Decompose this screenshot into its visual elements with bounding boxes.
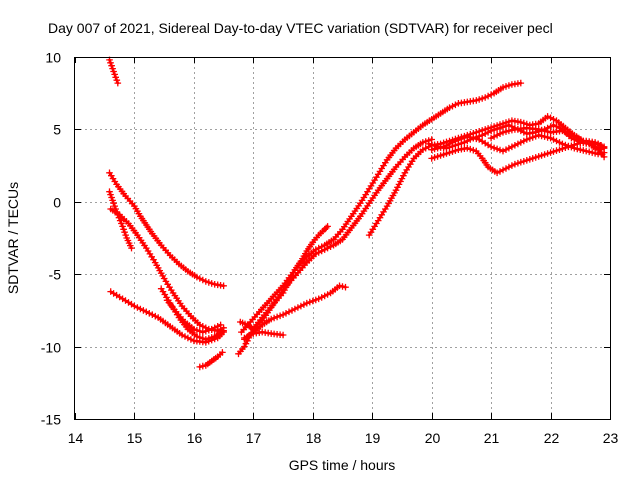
- data-markers: [157, 285, 227, 343]
- x-tick-label: 16: [187, 430, 203, 446]
- x-axis-title: GPS time / hours: [289, 457, 396, 473]
- series-arc-2: [106, 169, 227, 290]
- data-series: [106, 56, 608, 371]
- x-tick-label: 14: [68, 430, 84, 446]
- series-arc-7: [163, 297, 224, 336]
- axis-ticks: 14 15 16 17 18 19 20 21 22 23 -15 -10 -5 0 5 10: [41, 50, 619, 447]
- y-tick-label: -15: [41, 412, 61, 428]
- y-tick-label: 0: [53, 195, 61, 211]
- plot-frame: [74, 57, 611, 420]
- series-arc-6: [157, 285, 227, 343]
- series-arc-13: [241, 328, 287, 342]
- data-markers: [487, 124, 608, 152]
- series-arc-17: [428, 131, 608, 158]
- x-tick-label: 18: [306, 430, 322, 446]
- series-arc-5: [107, 288, 227, 346]
- x-tick-label: 15: [127, 430, 143, 446]
- y-tick-label: 5: [53, 122, 61, 138]
- data-markers: [241, 328, 287, 342]
- series-arc-4: [107, 205, 227, 334]
- y-axis-title: SDTVAR / TECUs: [5, 182, 21, 294]
- x-tick-label: 23: [603, 430, 619, 446]
- x-tick-label: 21: [484, 430, 500, 446]
- data-markers: [106, 169, 227, 290]
- y-tick-label: 10: [45, 50, 61, 66]
- data-markers: [196, 349, 226, 371]
- x-tick-label: 17: [246, 430, 262, 446]
- data-markers: [163, 297, 224, 336]
- data-markers: [107, 205, 227, 334]
- series-arc-18: [487, 124, 608, 152]
- data-markers: [238, 79, 525, 336]
- y-tick-label: -10: [41, 340, 61, 356]
- series-arc-15: [428, 137, 608, 177]
- series-line: [109, 207, 225, 333]
- series-arc-8: [196, 349, 226, 371]
- data-markers: [428, 131, 608, 158]
- x-tick-label: 22: [544, 430, 560, 446]
- series-arc-1: [106, 56, 122, 87]
- data-markers: [106, 56, 122, 87]
- x-tick-label: 19: [365, 430, 381, 446]
- data-markers: [237, 136, 435, 333]
- y-tick-label: -5: [49, 267, 62, 283]
- chart-title: Day 007 of 2021, Sidereal Day-to-day VTE…: [48, 20, 553, 36]
- x-tick-label: 20: [425, 430, 441, 446]
- series-arc-10: [237, 136, 435, 333]
- series-arc-11: [238, 79, 525, 336]
